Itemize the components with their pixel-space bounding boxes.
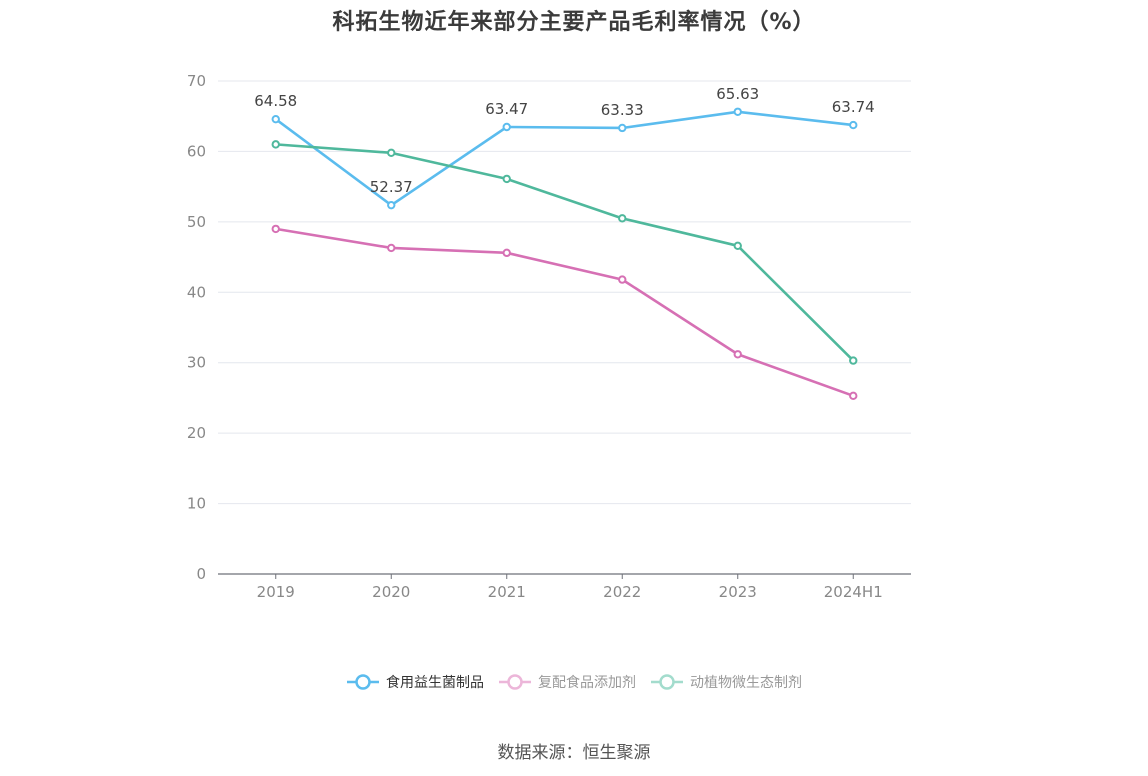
legend-label: 复配食品添加剂	[538, 675, 636, 691]
legend-label: 动植物微生态制剂	[690, 675, 802, 691]
y-tick-label: 0	[196, 565, 206, 583]
data-point[interactable]	[733, 350, 742, 359]
legend-marker-icon	[347, 674, 379, 690]
line-chart: 0 10 20 30 40 50 60 70 2019 2020 2021 2022 2023 2024H…	[187, 72, 911, 601]
data-point[interactable]	[733, 241, 742, 251]
data-point[interactable]	[387, 200, 396, 210]
legend-item-probiotic-products[interactable]: 食用益生菌制品	[346, 672, 484, 692]
series-layer	[271, 107, 858, 401]
data-label: 63.47	[485, 100, 528, 118]
x-tick-label: 2023	[719, 583, 757, 601]
data-point[interactable]	[502, 122, 511, 132]
x-tick-label: 2022	[603, 583, 641, 601]
y-tick-label: 20	[187, 424, 206, 442]
legend: 食用益生菌制品 复配食品添加剂 动植物微生态制剂	[0, 672, 1148, 692]
data-label: 63.33	[601, 101, 644, 119]
legend-marker-icon	[499, 674, 531, 690]
data-label: 63.74	[832, 98, 875, 116]
data-point[interactable]	[271, 114, 280, 124]
data-point[interactable]	[849, 120, 858, 130]
y-tick-label: 30	[187, 354, 206, 372]
y-tick-label: 10	[187, 495, 206, 513]
grid-layer	[218, 80, 911, 505]
series-line-2	[275, 143, 855, 362]
x-tick-label: 2024H1	[824, 583, 883, 601]
y-tick-label: 60	[187, 142, 206, 160]
data-point[interactable]	[502, 248, 511, 258]
series-line-0	[274, 110, 854, 207]
axis-layer: 0 10 20 30 40 50 60 70 2019 2020 2021 2022 2023 2024H…	[187, 72, 911, 601]
chart-title: 科拓生物近年来部分主要产品毛利率情况（%）	[332, 10, 816, 35]
data-label: 65.63	[716, 85, 759, 103]
legend-label: 食用益生菌制品	[386, 675, 484, 691]
data-point[interactable]	[849, 356, 858, 365]
data-point[interactable]	[387, 148, 396, 158]
y-tick-label: 50	[187, 213, 206, 231]
series-line-1	[275, 227, 854, 398]
data-point[interactable]	[618, 214, 627, 223]
x-tick-label: 2019	[257, 583, 295, 601]
data-point[interactable]	[618, 275, 627, 284]
data-label-layer: 64.58 52.37 63.47 63.33 65.63 63.74	[254, 85, 874, 196]
data-point[interactable]	[502, 174, 511, 184]
data-point[interactable]	[271, 224, 280, 234]
data-label: 52.37	[370, 178, 413, 196]
x-tick-label: 2021	[488, 583, 526, 601]
x-tick-label: 2020	[372, 583, 410, 601]
data-point[interactable]	[849, 391, 858, 401]
data-point[interactable]	[271, 140, 280, 149]
data-point[interactable]	[387, 243, 396, 253]
y-tick-label: 70	[187, 72, 206, 90]
legend-item-microecological-agents[interactable]: 动植物微生态制剂	[650, 672, 802, 692]
legend-item-food-additives[interactable]: 复配食品添加剂	[498, 672, 636, 692]
y-tick-label: 40	[187, 283, 206, 301]
data-point[interactable]	[618, 123, 627, 133]
data-point[interactable]	[733, 107, 742, 116]
data-source: 数据来源：恒生聚源	[497, 743, 651, 763]
legend-marker-icon	[651, 674, 683, 690]
data-label: 64.58	[254, 92, 297, 110]
